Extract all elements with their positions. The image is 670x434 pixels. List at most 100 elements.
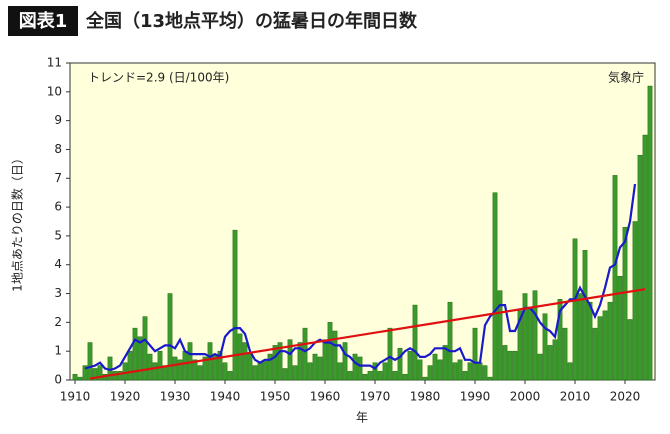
bar <box>422 376 428 381</box>
x-axis-label: 年 <box>356 411 368 425</box>
y-tick-label: 2 <box>54 315 62 329</box>
bar <box>182 350 188 381</box>
bar <box>87 342 93 381</box>
bar <box>507 350 513 381</box>
bar <box>427 365 433 381</box>
bar <box>127 350 133 381</box>
bar <box>457 359 463 381</box>
badge-box <box>8 6 78 36</box>
bar <box>342 342 348 381</box>
bar <box>542 313 548 381</box>
bar <box>602 310 608 381</box>
bar <box>337 362 343 381</box>
bar <box>502 345 508 381</box>
bar <box>277 342 283 381</box>
bar <box>392 371 398 381</box>
bar <box>297 342 303 381</box>
bar <box>632 221 638 381</box>
y-axis-label: 1地点あたりの日数（日） <box>10 152 25 292</box>
bar <box>437 359 443 381</box>
bar <box>137 336 143 381</box>
bar <box>172 356 178 381</box>
x-tick-label: 1990 <box>460 390 491 404</box>
bar <box>347 371 353 381</box>
x-tick-label: 2000 <box>510 390 541 404</box>
bar <box>257 362 263 381</box>
bar <box>577 293 583 381</box>
bar <box>262 359 268 381</box>
annotation: 気象庁 <box>608 70 644 85</box>
bar <box>592 327 598 381</box>
bar <box>192 359 198 381</box>
bar <box>247 353 253 381</box>
bar <box>122 362 128 381</box>
x-tick-label: 1970 <box>360 390 391 404</box>
bar <box>467 362 473 381</box>
bar <box>292 365 298 381</box>
bar <box>442 345 448 381</box>
bar <box>452 362 458 381</box>
bar <box>407 350 413 381</box>
bar <box>317 356 323 381</box>
y-tick-label: 8 <box>54 142 62 156</box>
x-tick-label: 1980 <box>410 390 441 404</box>
bar <box>157 350 163 381</box>
bar <box>527 307 533 381</box>
bar <box>117 371 123 381</box>
bar <box>227 371 233 381</box>
x-tick-label: 1950 <box>260 390 291 404</box>
x-tick-label: 1960 <box>310 390 341 404</box>
x-tick-label: 1920 <box>110 390 141 404</box>
bar <box>202 356 208 381</box>
bar <box>362 373 368 381</box>
bar <box>322 339 328 381</box>
y-tick-label: 9 <box>54 113 62 127</box>
bar <box>397 348 403 381</box>
bar <box>352 353 358 381</box>
bar <box>462 371 468 381</box>
bar <box>492 192 498 381</box>
y-tick-label: 11 <box>47 56 62 70</box>
bar <box>432 353 438 381</box>
bar <box>637 154 643 381</box>
bar <box>612 175 618 381</box>
bar <box>472 327 478 381</box>
bar <box>552 339 558 381</box>
bar <box>307 362 313 381</box>
bar <box>377 371 383 381</box>
bar <box>92 368 98 381</box>
x-tick-label: 1910 <box>60 390 91 404</box>
y-tick-label: 10 <box>47 84 62 98</box>
bar <box>382 362 388 381</box>
x-tick-label: 2010 <box>560 390 591 404</box>
bar <box>97 365 103 381</box>
bar <box>332 330 338 381</box>
annotation: トレンド=2.9 (日/100年) <box>88 71 229 85</box>
bar <box>242 342 248 381</box>
bar <box>417 359 423 381</box>
x-tick-label: 2020 <box>610 390 641 404</box>
bar <box>517 310 523 381</box>
bar <box>302 327 308 381</box>
bar <box>512 350 518 381</box>
bar <box>387 327 393 381</box>
bar <box>547 345 553 381</box>
bar <box>222 362 228 381</box>
bar <box>207 342 213 381</box>
bar <box>487 376 493 381</box>
bar <box>477 362 483 381</box>
y-tick-label: 5 <box>54 228 62 242</box>
bar <box>217 350 223 381</box>
bar <box>272 345 278 381</box>
bar <box>367 371 373 381</box>
bar <box>647 85 653 381</box>
trend-line <box>89 288 646 380</box>
bar <box>287 339 293 381</box>
bar <box>582 250 588 381</box>
bar <box>557 299 563 381</box>
bar <box>177 359 183 381</box>
badge: 図表1 <box>19 10 68 32</box>
bar <box>562 327 568 381</box>
bar <box>402 373 408 381</box>
